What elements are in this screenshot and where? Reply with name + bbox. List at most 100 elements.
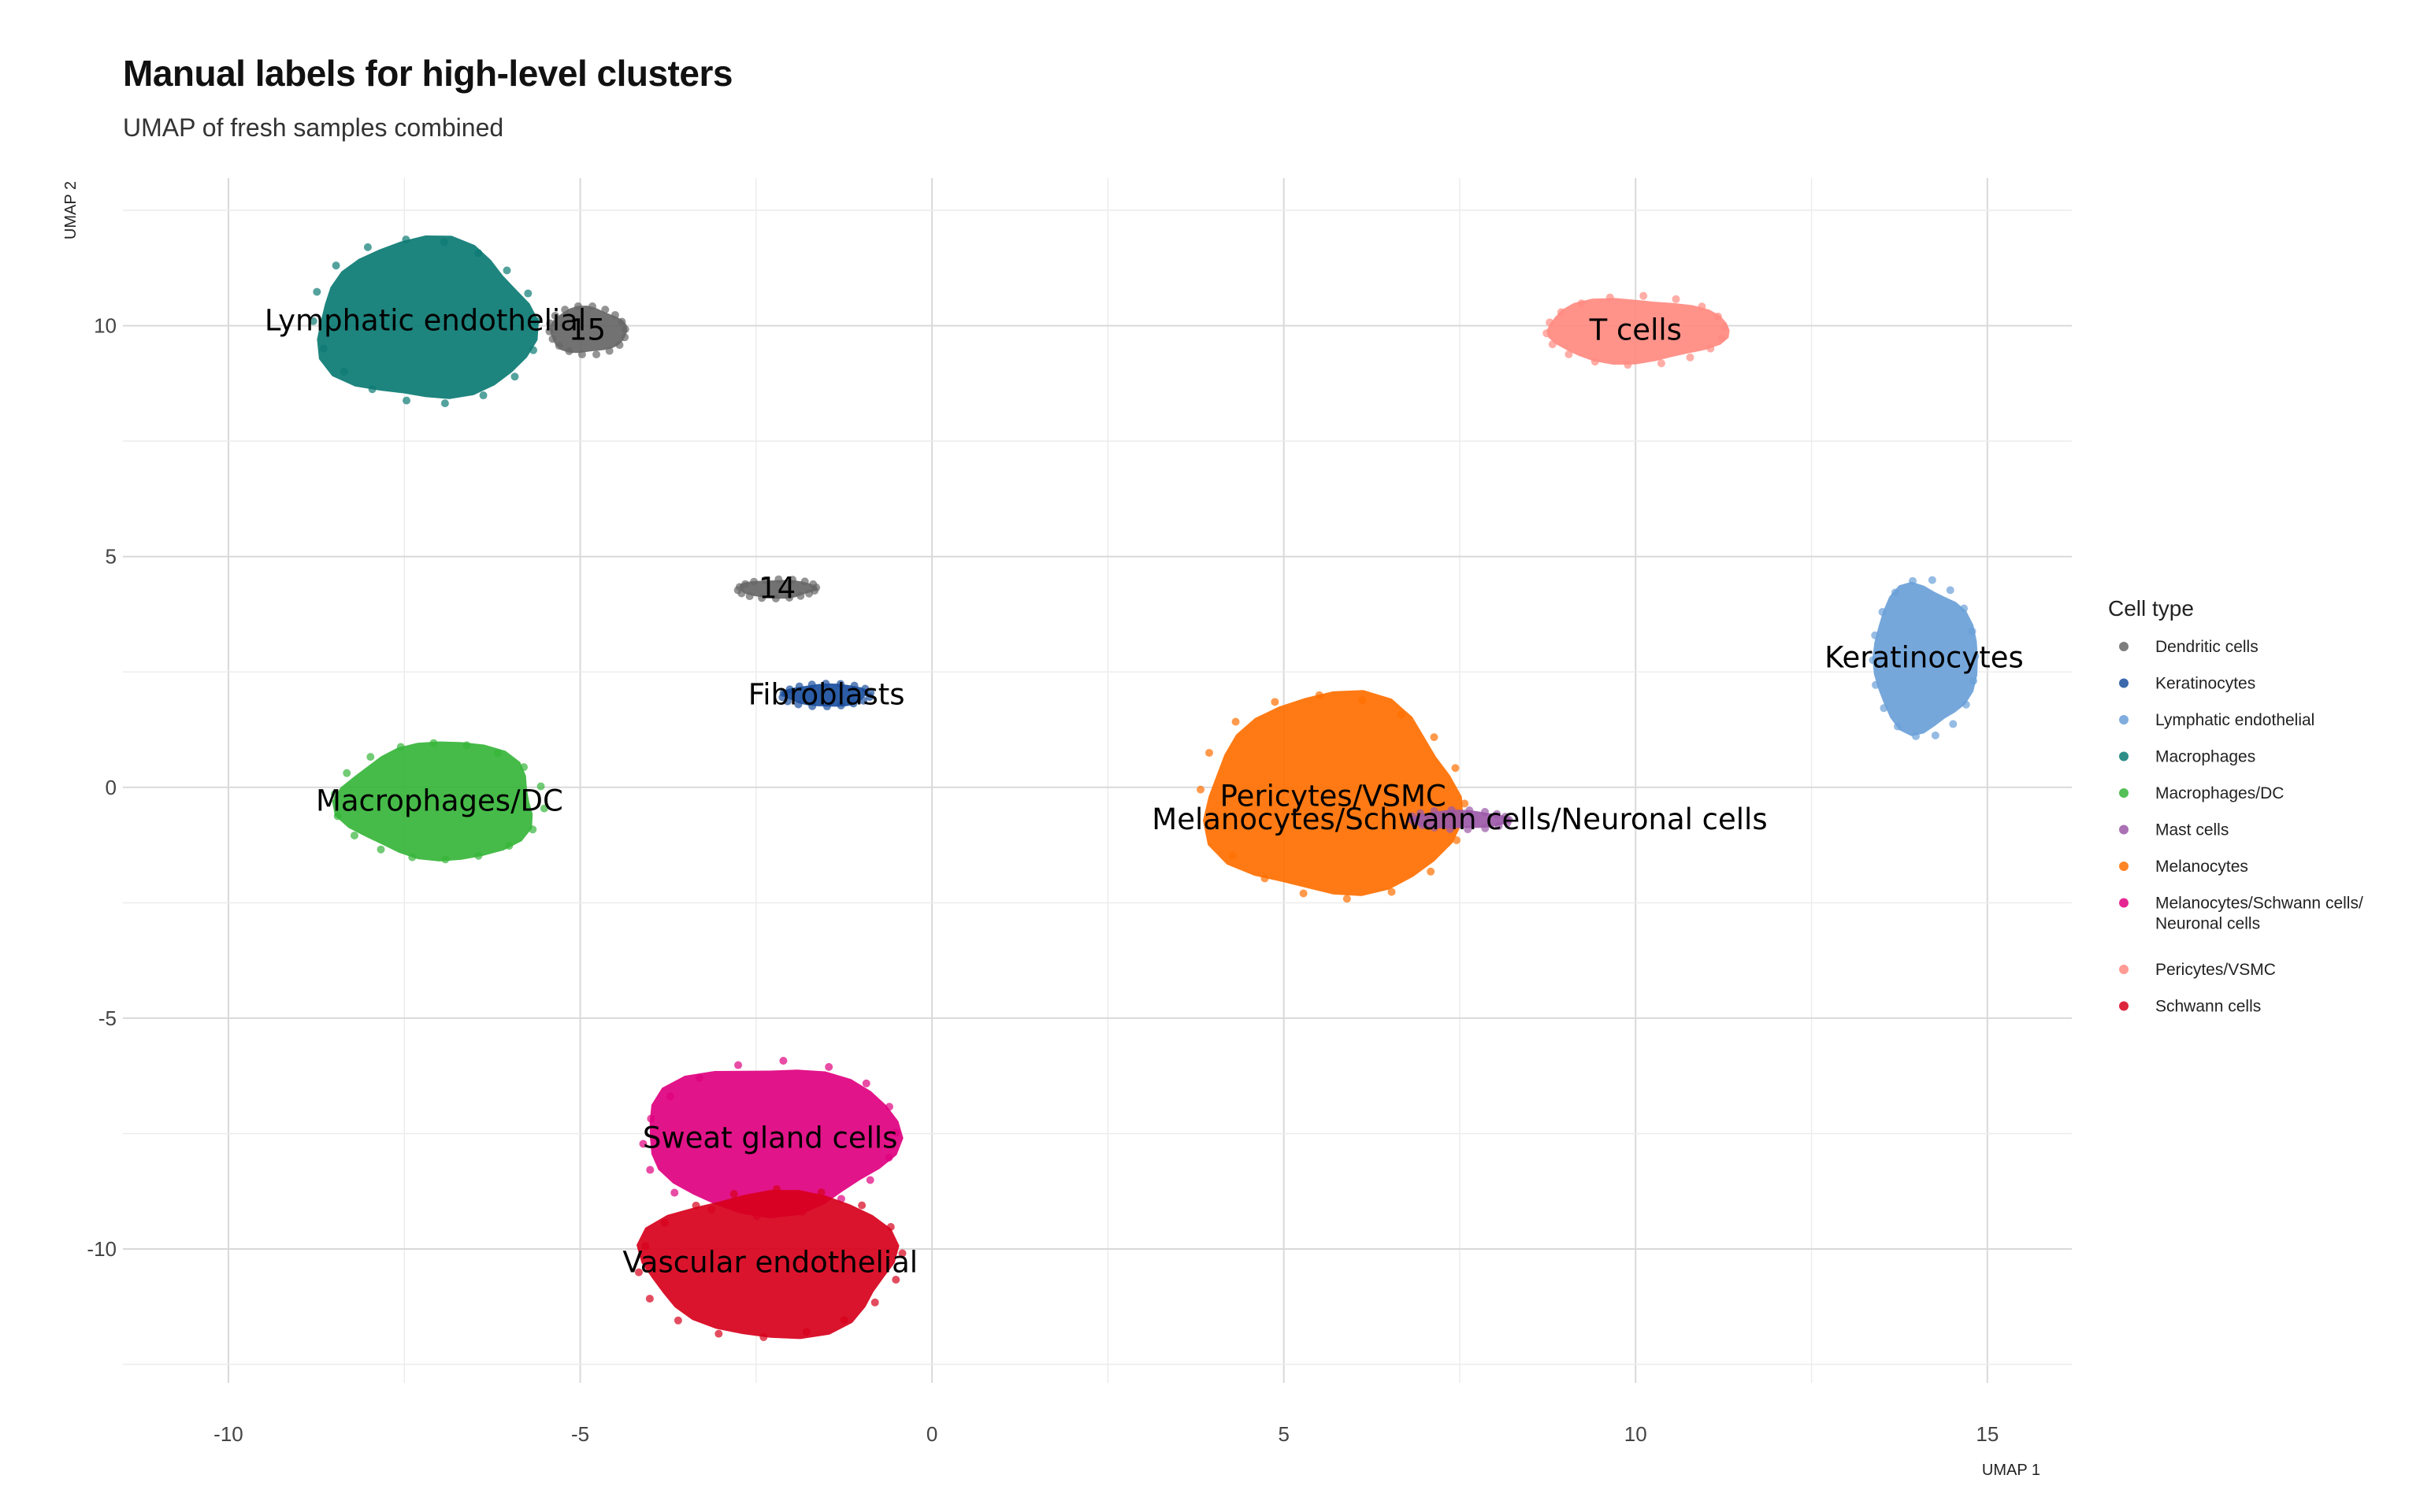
scatter-point <box>1713 312 1722 321</box>
legend-item: Lymphatic endothelial <box>2119 711 2314 729</box>
scatter-point <box>1968 627 1976 636</box>
y-tick-label: 10 <box>94 314 117 338</box>
cluster-label: 15 <box>569 313 606 346</box>
scatter-point <box>611 310 619 319</box>
scatter-point <box>366 753 375 762</box>
scatter-point <box>529 346 538 354</box>
scatter-point <box>1720 323 1728 332</box>
scatter-point <box>1912 732 1921 740</box>
scatter-point <box>1605 293 1614 302</box>
scatter-point <box>849 699 858 708</box>
scatter-point <box>771 594 780 602</box>
scatter-point <box>1891 588 1899 597</box>
x-tick-label: 0 <box>926 1422 937 1446</box>
scatter-point <box>737 589 746 598</box>
scatter-point <box>1657 359 1665 368</box>
scatter-point <box>1546 318 1554 327</box>
scatter-point <box>429 739 438 747</box>
scatter-point <box>1299 889 1308 898</box>
cluster-blob <box>550 306 628 354</box>
scatter-point <box>1271 698 1279 706</box>
scatter-point <box>546 319 555 328</box>
scatter-point <box>772 1184 781 1193</box>
scatter-point <box>1408 812 1416 821</box>
scatter-point <box>794 700 803 709</box>
scatter-point <box>1909 576 1917 585</box>
scatter-point <box>785 593 794 602</box>
scatter-point <box>1557 308 1565 317</box>
cluster-blob <box>781 683 869 707</box>
axis-ticks: -10 -5 0 5 10 15 10 5 0 -5 -10 <box>87 314 1999 1446</box>
scatter-point <box>714 1329 723 1338</box>
scatter-point <box>1427 867 1435 876</box>
legend-swatch <box>2119 1001 2129 1011</box>
cluster-blob <box>1203 690 1464 896</box>
scatter-point <box>808 702 817 710</box>
scatter-point <box>441 855 450 864</box>
scatter-point <box>551 311 559 320</box>
scatter-point <box>1430 823 1438 832</box>
scatter-point <box>750 577 759 586</box>
scatter-point <box>545 327 554 335</box>
legend-item: Melanocytes/Schwann cells/Neuronal cells <box>2119 895 2363 933</box>
cluster-label: T cells <box>1589 313 1682 346</box>
scatter-point <box>377 845 385 854</box>
scatter-point <box>729 1190 738 1199</box>
scatter-point <box>634 1268 643 1277</box>
scatter-point <box>774 575 783 584</box>
scatter-point <box>1205 821 1214 830</box>
scatter-point <box>1197 785 1205 794</box>
scatter-point <box>536 782 545 791</box>
scatter-point <box>1461 799 1469 808</box>
cluster-label: 14 <box>759 572 796 606</box>
scatter-point <box>524 289 533 298</box>
legend-swatch <box>2119 715 2129 724</box>
legend-label: Pericytes/VSMC <box>2155 961 2276 979</box>
scatter-point <box>817 1188 826 1197</box>
y-tick-label: 5 <box>106 545 117 569</box>
scatter-point <box>363 243 372 251</box>
scatter-point <box>474 851 483 860</box>
legend-label: Mast cells <box>2155 821 2229 839</box>
scatter-point <box>1494 821 1503 830</box>
scatter-point <box>408 853 417 862</box>
scatter-point <box>350 831 358 839</box>
scatter-point <box>859 696 868 705</box>
scatter-point <box>533 317 541 325</box>
scatter-point <box>1447 806 1456 814</box>
legend-item: Macrophages/DC <box>2119 784 2284 802</box>
scatter-point <box>1430 806 1438 815</box>
scatter-point <box>1969 676 1977 685</box>
legend-swatch <box>2119 788 2129 798</box>
y-tick-label: 0 <box>106 776 117 799</box>
scatter-point <box>1590 358 1599 366</box>
scatter-point <box>332 261 340 270</box>
scatter-point <box>1971 652 1980 661</box>
scatter-point <box>674 1316 682 1325</box>
scatter-point <box>837 701 845 710</box>
scatter-point <box>1493 810 1501 818</box>
scatter-point <box>1949 720 1958 728</box>
legend-item: Mast cells <box>2119 821 2229 839</box>
scatter-point <box>588 302 596 311</box>
scatter-point <box>1480 807 1489 816</box>
scatter-point <box>885 1102 893 1111</box>
scatter-point <box>785 685 794 694</box>
scatter-point <box>1430 733 1438 742</box>
scatter-point <box>1416 809 1425 817</box>
scatter-point <box>779 689 788 698</box>
legend-swatch <box>2119 678 2129 688</box>
scatter-point <box>309 317 317 325</box>
scatter-point <box>696 1073 704 1082</box>
legend-label: Melanocytes/Schwann cells/ <box>2155 895 2363 913</box>
scatter-point <box>1503 819 1512 828</box>
cluster-label: Keratinocytes <box>1824 641 2024 675</box>
legend: Cell type Dendritic cells Keratinocytes Ly… <box>2108 596 2363 1016</box>
scatter-point <box>548 335 557 343</box>
legend-item: Macrophages <box>2119 748 2255 766</box>
y-tick-label: -5 <box>98 1006 117 1030</box>
scatter-point <box>734 1061 743 1069</box>
scatter-point <box>1869 656 1877 665</box>
scatter-point <box>343 769 351 777</box>
scatter-point <box>1960 604 1969 613</box>
